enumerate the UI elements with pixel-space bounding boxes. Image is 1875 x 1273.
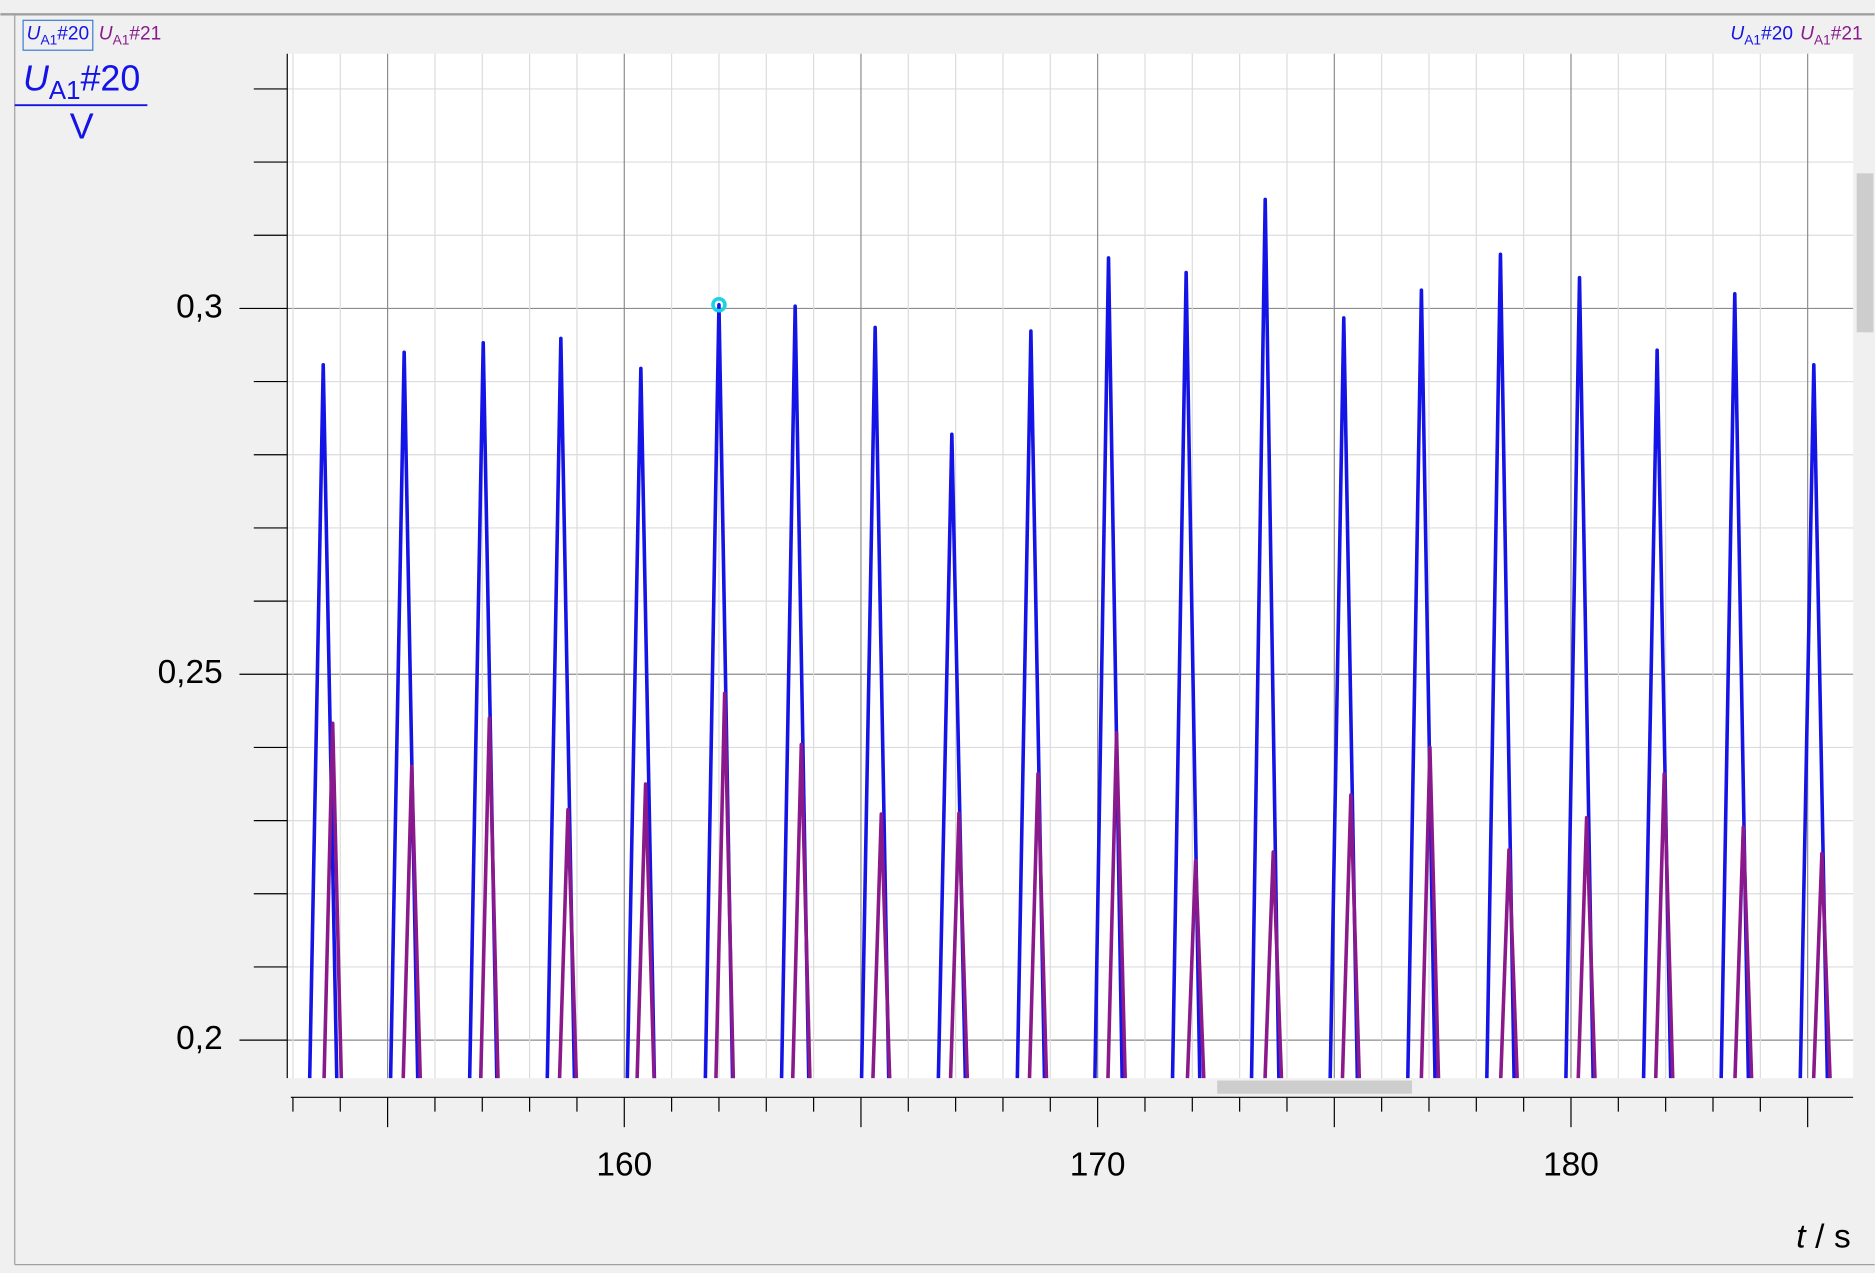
legend-entry[interactable]: UA1#20 [27, 24, 90, 47]
symbol: U [99, 24, 113, 45]
suffix: #20 [1761, 24, 1793, 45]
unit: s [1834, 1218, 1851, 1255]
legend-selection [22, 19, 94, 51]
x-tick-label: 160 [596, 1146, 652, 1183]
legend-entry: UA1#21 [1800, 24, 1863, 47]
y-tick-label: 0,2 [176, 1020, 223, 1057]
symbol: U [23, 59, 50, 99]
trace [307, 197, 1830, 1079]
traces [307, 197, 1832, 1079]
separator: / [1815, 1218, 1825, 1255]
subscript: A1 [113, 32, 130, 47]
subscript: A1 [1814, 32, 1831, 47]
plot-area [287, 53, 1854, 1079]
x-tick-label: 180 [1543, 1146, 1599, 1183]
x-tick-label: 170 [1070, 1146, 1126, 1183]
subscript: A1 [40, 32, 57, 47]
y-axis-label: UA1#20 [23, 59, 140, 105]
axes: 0,2 0,25 0,3 160 170 180 [158, 53, 1854, 1183]
suffix: #20 [80, 59, 140, 99]
subscript: A1 [1744, 32, 1761, 47]
h-scroll-thumb[interactable] [1217, 1080, 1413, 1094]
symbol: U [1730, 24, 1744, 45]
suffix: #20 [57, 24, 89, 45]
legend-entry: UA1#20 [1730, 24, 1793, 47]
trace [322, 691, 1832, 1079]
symbol: U [27, 24, 41, 45]
v-scroll-thumb[interactable] [1856, 173, 1874, 333]
x-axis-label: t / s [1796, 1218, 1850, 1255]
selected-point [711, 296, 727, 313]
y-tick-label: 0,3 [176, 288, 223, 325]
y-axis-unit: V [70, 107, 94, 147]
subscript: A1 [49, 77, 81, 105]
suffix: #21 [129, 24, 161, 45]
h-scrollbar[interactable] [287, 1079, 1856, 1095]
symbol: t [1796, 1218, 1807, 1255]
y-tick-label: 0,25 [158, 654, 223, 691]
suffix: #21 [1831, 24, 1863, 45]
legend-entry[interactable]: UA1#21 [99, 24, 162, 47]
symbol: U [1800, 24, 1814, 45]
